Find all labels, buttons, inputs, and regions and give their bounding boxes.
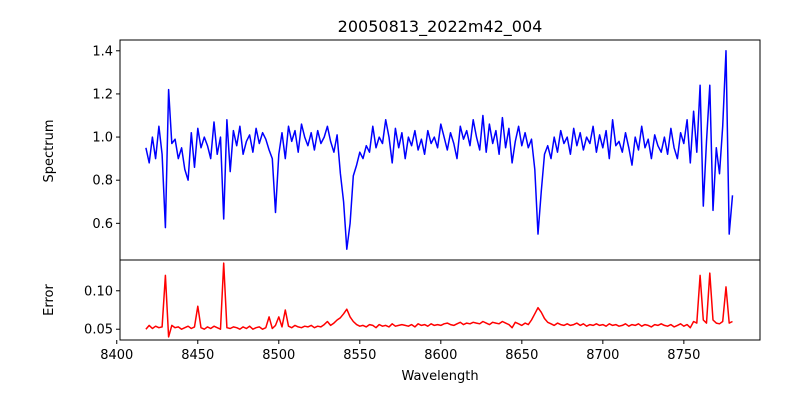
bottom-y-tick-label: 0.10 — [84, 284, 113, 299]
top-y-tick-label: 0.6 — [92, 217, 113, 232]
top-series-line-spectrum — [145, 50, 734, 250]
top-y-tick-label: 0.8 — [92, 174, 113, 189]
bottom-x-tick-label: 8700 — [586, 348, 619, 363]
bottom-x-tick-label: 8450 — [181, 348, 214, 363]
bottom-x-tick-label: 8400 — [100, 348, 133, 363]
bottom-x-tick-label: 8500 — [262, 348, 295, 363]
bottom-y-tick-label: 0.05 — [84, 323, 113, 338]
top-y-tick-label: 1.4 — [92, 44, 113, 59]
bottom-x-tick-label: 8650 — [505, 348, 538, 363]
bottom-y-axis-label: Error — [42, 284, 57, 316]
top-y-tick-label: 1.0 — [92, 131, 113, 146]
top-y-axis-label: Spectrum — [42, 120, 57, 183]
bottom-axes-frame — [119, 259, 761, 341]
bottom-x-tick-label: 8600 — [424, 348, 457, 363]
top-y-tick-label: 1.2 — [92, 87, 113, 102]
bottom-x-tick-label: 8550 — [343, 348, 376, 363]
chart-title: 20050813_2022m42_004 — [338, 17, 543, 37]
x-axis-label: Wavelength — [401, 369, 478, 384]
bottom-x-tick-label: 8750 — [667, 348, 700, 363]
bottom-series-line-error — [145, 262, 733, 338]
